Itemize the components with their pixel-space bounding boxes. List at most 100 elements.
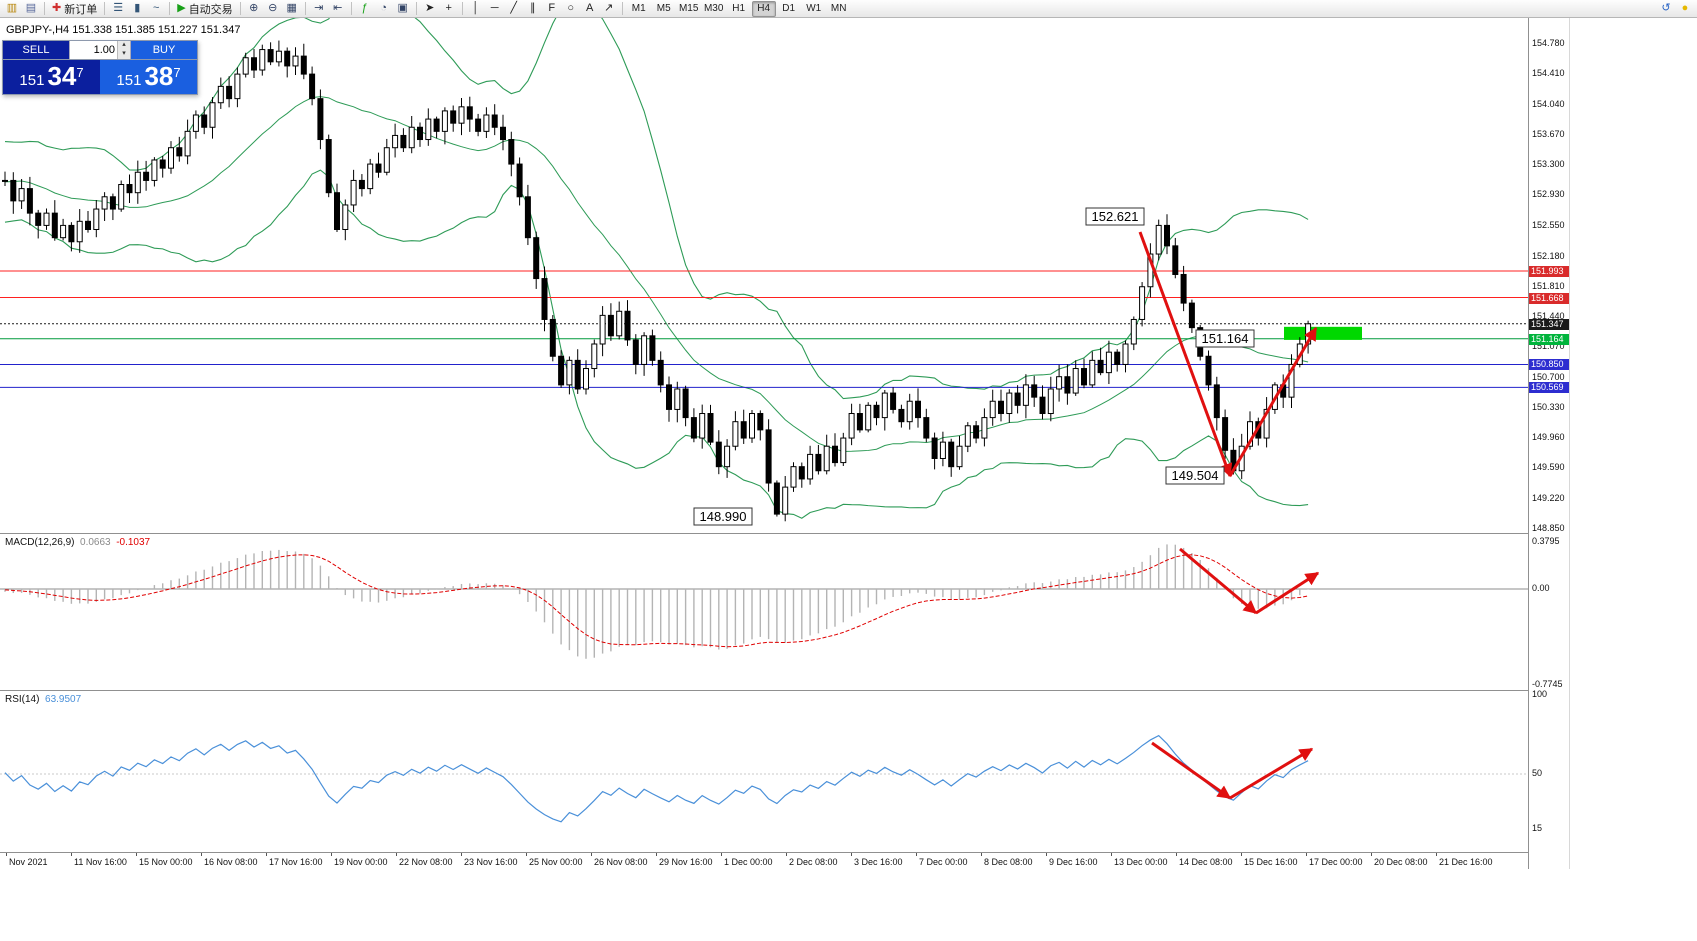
fibonacci-button[interactable]: F — [543, 1, 561, 17]
profiles-button[interactable]: ▤ — [22, 1, 40, 17]
time-label: 19 Nov 00:00 — [334, 857, 388, 867]
arrows-tool-icon: ↗ — [604, 2, 614, 14]
timeframe-h4-button[interactable]: H4 — [751, 0, 776, 17]
time-label: 22 Nov 08:00 — [399, 857, 453, 867]
autotrading-button[interactable]: ▶ 自动交易 — [174, 1, 235, 17]
time-label: 20 Dec 08:00 — [1374, 857, 1428, 867]
trend-arrow[interactable] — [1229, 747, 1314, 800]
trendline-button[interactable]: ╱ — [505, 1, 523, 17]
right-empty-area — [1571, 18, 1697, 869]
price-tick-label: 149.220 — [1532, 492, 1565, 503]
time-label: 17 Nov 16:00 — [269, 857, 323, 867]
vertical-line-button[interactable]: │ — [467, 1, 485, 17]
vertical-line-icon: │ — [472, 2, 480, 14]
notifications-button[interactable]: ● — [1676, 1, 1694, 17]
horizontal-line-icon: ─ — [490, 2, 499, 14]
tile-windows-button[interactable]: ▦ — [283, 1, 301, 17]
price-annotation[interactable]: 148.990 — [693, 507, 753, 526]
timeframe-d1-button[interactable]: D1 — [782, 3, 796, 14]
zoom-out-icon: ⊖ — [268, 2, 278, 14]
rsi-panel[interactable]: RSI(14) 63.9507 — [0, 690, 1528, 852]
shapes-button[interactable]: ○ — [562, 1, 580, 17]
autotrading-label: 自动交易 — [188, 3, 233, 16]
horizontal-line-button[interactable]: ─ — [486, 1, 504, 17]
buy-button[interactable]: BUY — [131, 41, 197, 59]
price-axis[interactable]: 154.780 154.410 154.040 153.670 153.300 152.9… — [1528, 18, 1570, 869]
timeframe-m1-button[interactable]: M1 — [631, 3, 646, 14]
timeframe-mn-button[interactable]: MN — [830, 3, 847, 14]
price-tick-label: 151.070 — [1532, 341, 1565, 352]
time-tick — [331, 853, 332, 856]
toolbar-separator — [621, 2, 623, 15]
indicators-icon: ƒ — [361, 2, 368, 14]
price-tick-label: 154.410 — [1532, 68, 1565, 79]
price-chart[interactable]: 152.621 151.164 149.504 148.990 — [0, 18, 1528, 533]
sell-price[interactable]: 151 34 7 — [3, 60, 100, 94]
buy-price-pips: 38 — [144, 61, 174, 91]
price-annotation[interactable]: 149.504 — [1165, 466, 1225, 485]
trend-arrow[interactable] — [1179, 547, 1258, 615]
new-chart-button[interactable]: ▥ — [3, 1, 21, 17]
rsi-line — [4, 734, 1309, 823]
timeframe-m30-button[interactable]: M30 — [703, 3, 724, 14]
chart-line-button[interactable]: ~ — [147, 1, 165, 17]
price-tick-label: 0.00 — [1532, 583, 1550, 593]
sell-button[interactable]: SELL — [3, 41, 69, 59]
channel-button[interactable]: ∥ — [524, 1, 542, 17]
timeframe-h1-button[interactable]: H1 — [732, 3, 746, 14]
crosshair-button[interactable]: + — [440, 1, 458, 17]
volume-input[interactable] — [70, 41, 117, 59]
price-tick-label: 154.780 — [1532, 38, 1565, 49]
indicators-button[interactable]: ƒ — [356, 1, 374, 17]
sell-price-sup: 7 — [76, 65, 84, 80]
new-order-label: 新订单 — [64, 3, 98, 16]
highlight-zone[interactable] — [1284, 326, 1362, 340]
update-button[interactable]: ↺ — [1657, 1, 1675, 17]
price-level-tag: 151.347 — [1529, 318, 1569, 330]
trend-arrow[interactable] — [1138, 231, 1233, 478]
arrows-tool-button[interactable]: ↗ — [600, 1, 618, 17]
main-chart-panel[interactable]: 152.621 151.164 149.504 148.990 GBPJPY-,H4 … — [0, 18, 1528, 533]
trend-arrow[interactable] — [1228, 326, 1318, 477]
time-label: 16 Nov 08:00 — [204, 857, 258, 867]
time-label: 1 Dec 00:00 — [724, 857, 773, 867]
templates-button[interactable]: ▣ — [394, 1, 412, 17]
timeframe-m5-button[interactable]: M5 — [656, 3, 671, 14]
auto-scroll-button[interactable]: ⇥ — [310, 1, 328, 17]
time-axis[interactable]: Nov 2021 11 Nov 16:00 15 Nov 00:00 16 Nov 0… — [0, 852, 1528, 869]
macd-chart[interactable] — [0, 534, 1528, 691]
fibonacci-icon: F — [548, 2, 556, 14]
new-order-button[interactable]: ✚ 新订单 — [49, 1, 100, 17]
chart-workspace: 152.621 151.164 149.504 148.990 GBPJPY-,H4 … — [0, 18, 1697, 941]
zoom-out-button[interactable]: ⊖ — [264, 1, 282, 17]
chart-shift-button[interactable]: ⇤ — [329, 1, 347, 17]
trend-arrow[interactable] — [1151, 741, 1232, 800]
trendline-icon: ╱ — [510, 2, 517, 14]
timeframe-m15-button[interactable]: M15 — [678, 3, 699, 14]
price-annotation[interactable]: 151.164 — [1195, 329, 1255, 348]
volume-down-button[interactable]: ▾ — [118, 50, 130, 59]
trend-arrow[interactable] — [1255, 571, 1320, 615]
zoom-in-button[interactable]: ⊕ — [245, 1, 263, 17]
main-toolbar: ▥ ▤ ✚ 新订单 ☰ ▮ ~ ▶ 自动交易 ⊕ ⊖ ▦ ⇥ ⇤ ƒ ◔ ▣ ➤ + │ ─ ╱ ∥ F ○ A ↗ M1 M5 M15 M… — [0, 0, 1697, 18]
cursor-button[interactable]: ➤ — [421, 1, 439, 17]
svg-text:149.504: 149.504 — [1172, 468, 1219, 483]
volume-up-button[interactable]: ▴ — [118, 41, 130, 50]
buy-price[interactable]: 151 38 7 — [100, 60, 197, 94]
macd-panel[interactable]: MACD(12,26,9) 0.0663 -0.1037 — [0, 533, 1528, 690]
timeframe-w1-button[interactable]: W1 — [806, 3, 822, 14]
chart-candles-button[interactable]: ▮ — [128, 1, 146, 17]
price-tick-label: 149.960 — [1532, 432, 1565, 443]
bollinger-upper-band — [4, 18, 1309, 400]
price-tick-label: 15 — [1532, 823, 1543, 834]
zoom-in-icon: ⊕ — [249, 2, 259, 14]
price-tick-label: 100 — [1532, 689, 1548, 699]
text-button[interactable]: A — [581, 1, 599, 17]
time-label: 13 Dec 00:00 — [1114, 857, 1168, 867]
periods-button[interactable]: ◔ — [375, 1, 393, 17]
chart-line-icon: ~ — [153, 2, 160, 14]
chart-bars-button[interactable]: ☰ — [109, 1, 127, 17]
price-annotation[interactable]: 152.621 — [1085, 207, 1145, 226]
rsi-label: RSI(14) 63.9507 — [5, 694, 81, 705]
rsi-chart[interactable] — [0, 691, 1528, 853]
